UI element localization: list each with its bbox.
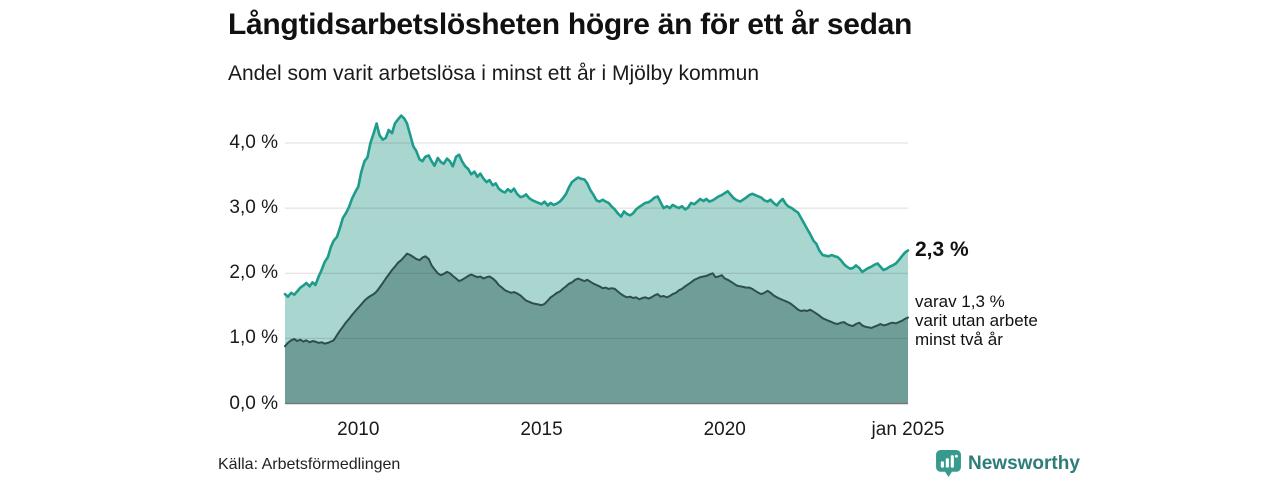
y-axis-tick-label: 4,0 % xyxy=(229,132,278,153)
x-axis-tick-label: 2010 xyxy=(337,419,380,440)
chart-subtitle: Andel som varit arbetslösa i minst ett å… xyxy=(228,62,760,85)
y-axis-tick-label: 2,0 % xyxy=(229,262,278,284)
endpoint-note-label: varav 1,3 % varit utan arbete minst två … xyxy=(915,292,1038,349)
y-axis-tick-label: 1,0 % xyxy=(229,327,278,349)
x-axis-tick-label: 2015 xyxy=(520,419,563,440)
newsworthy-logo-icon xyxy=(936,450,961,477)
x-axis-tick-label: 2020 xyxy=(703,419,746,440)
newsworthy-logo: Newsworthy xyxy=(936,450,1080,477)
newsworthy-logo-text: Newsworthy xyxy=(968,452,1080,474)
source-note: Källa: Arbetsförmedlingen xyxy=(218,456,401,473)
x-axis-tick-label: jan 2025 xyxy=(871,419,945,440)
y-axis-tick-label: 0,0 % xyxy=(229,392,278,414)
y-axis-tick-label: 3,0 % xyxy=(229,197,278,219)
chart-title: Långtidsarbetslösheten högre än för ett … xyxy=(228,8,913,41)
endpoint-value-label: 2,3 % xyxy=(915,238,969,261)
